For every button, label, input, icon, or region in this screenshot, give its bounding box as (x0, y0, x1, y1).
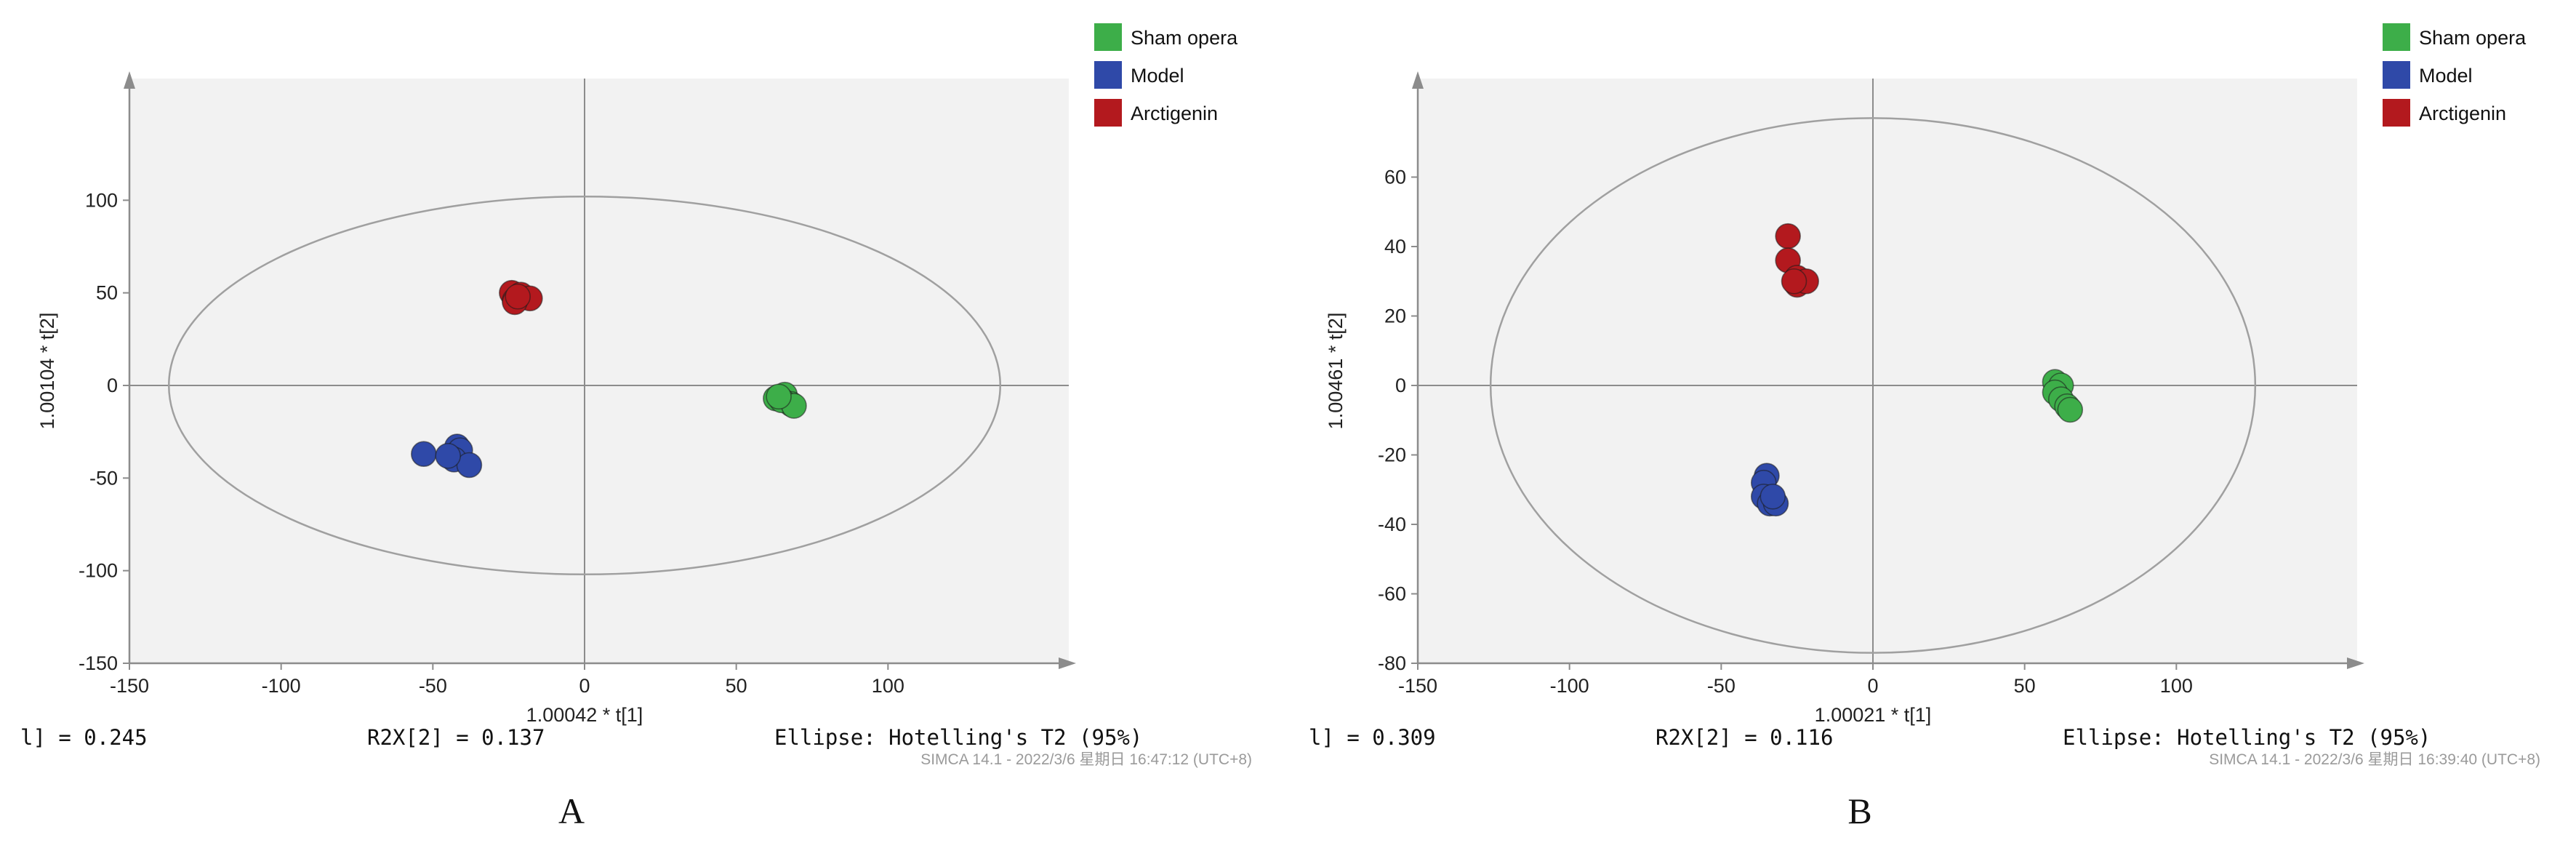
data-point (1775, 223, 1801, 249)
x-tick-label: 100 (872, 675, 904, 697)
x-tick-label: 50 (726, 675, 747, 697)
legend-swatch (2383, 61, 2410, 89)
panel-label: B (1847, 791, 1871, 831)
data-point (411, 441, 437, 468)
legend-swatch (1094, 61, 1122, 89)
series-model (1750, 463, 1789, 517)
stat-r2x-1: l] = 0.309 (1309, 725, 1436, 750)
data-point (2057, 396, 2084, 423)
x-tick-label: -150 (110, 675, 149, 697)
x-tick-label: -50 (419, 675, 447, 697)
series-sham-opera (763, 381, 807, 419)
series-sham-opera (2042, 369, 2084, 423)
x-tick-label: -100 (262, 675, 301, 697)
y-tick-label: -80 (1378, 652, 1406, 674)
score-plot-panel-b: -150 -100 -50 0 50 100 -80 -60 -40 -20 0 20 40 60 1.00… (1288, 0, 2576, 848)
y-axis-arrow-icon (124, 71, 135, 89)
stat-r2x-2: R2X[2] = 0.137 (367, 725, 545, 750)
y-tick-label: 100 (85, 189, 118, 211)
y-axis-title: 1.00461 * t[2] (1325, 313, 1347, 430)
x-axis-arrow-icon (1059, 657, 1076, 669)
legend-swatch (2383, 99, 2410, 127)
plot-area (1418, 79, 2357, 663)
score-plot-a-chart: -150 -100 -50 0 50 100 -150 -100 -50 0 50 100 1.0004… (20, 23, 1252, 831)
legend-label: Model (1131, 65, 1184, 87)
y-tick-label: -20 (1378, 444, 1406, 466)
ellipse-caption: Ellipse: Hotelling's T2 (95%) (774, 725, 1142, 750)
ellipse-caption: Ellipse: Hotelling's T2 (95%) (2063, 725, 2431, 750)
data-point (505, 283, 531, 310)
hotelling-t2-ellipse (168, 195, 1001, 576)
y-tick-label: -100 (79, 560, 118, 582)
y-tick-label: 50 (96, 282, 118, 304)
software-footer: SIMCA 14.1 - 2022/3/6 星期日 16:39:40 (UTC+… (2209, 751, 2540, 768)
stat-r2x-1: l] = 0.245 (20, 725, 148, 750)
x-axis-title: 1.00021 * t[1] (1815, 704, 1932, 726)
plot-area (129, 79, 1069, 663)
x-tick-label: -50 (1707, 675, 1736, 697)
y-tick-label: -50 (89, 467, 118, 489)
y-tick-label: -40 (1378, 513, 1406, 535)
y-tick-label: 0 (107, 375, 118, 396)
x-axis-arrow-icon (2347, 657, 2364, 669)
y-axis-title: 1.00104 * t[2] (36, 313, 58, 430)
x-tick-label: 50 (2014, 675, 2036, 697)
legend-label: Sham opera (2419, 27, 2527, 49)
series-arctigenin (1775, 223, 1819, 298)
x-axis-title: 1.00042 * t[1] (526, 704, 643, 726)
legend-swatch (1094, 99, 1122, 127)
legend-label: Sham opera (1131, 27, 1238, 49)
hotelling-t2-ellipse (1489, 117, 2257, 654)
data-point (435, 442, 462, 469)
software-footer: SIMCA 14.1 - 2022/3/6 星期日 16:47:12 (UTC+… (920, 751, 1252, 768)
data-point (1760, 483, 1786, 510)
y-tick-label: 20 (1384, 305, 1406, 327)
y-axis-arrow-icon (1412, 71, 1424, 89)
y-tick-label: -60 (1378, 583, 1406, 605)
score-plot-panel-a: -150 -100 -50 0 50 100 -150 -100 -50 0 50 100 1.0004… (20, 23, 1252, 831)
legend-swatch (1094, 23, 1122, 51)
x-tick-label: 0 (1867, 675, 1878, 697)
x-tick-label: -150 (1398, 675, 1437, 697)
legend-label: Arctigenin (1131, 103, 1218, 124)
panel-label: A (558, 791, 585, 831)
data-point (766, 383, 792, 410)
legend-label: Model (2419, 65, 2473, 87)
y-tick-label: -150 (79, 652, 118, 674)
series-model (411, 433, 483, 479)
score-plot-b-chart: -150 -100 -50 0 50 100 -80 -60 -40 -20 0 20 40 60 1.00… (1309, 23, 2540, 831)
legend-swatch (2383, 23, 2410, 51)
x-tick-label: -100 (1550, 675, 1589, 697)
data-point (1781, 268, 1807, 295)
series-arctigenin (499, 279, 543, 316)
legend-label: Arctigenin (2419, 103, 2506, 124)
stat-r2x-2: R2X[2] = 0.116 (1656, 725, 1833, 750)
y-tick-label: 40 (1384, 236, 1406, 257)
y-tick-label: 60 (1384, 167, 1406, 188)
y-tick-label: 0 (1395, 375, 1406, 396)
x-tick-label: 0 (579, 675, 590, 697)
x-tick-label: 100 (2160, 675, 2193, 697)
